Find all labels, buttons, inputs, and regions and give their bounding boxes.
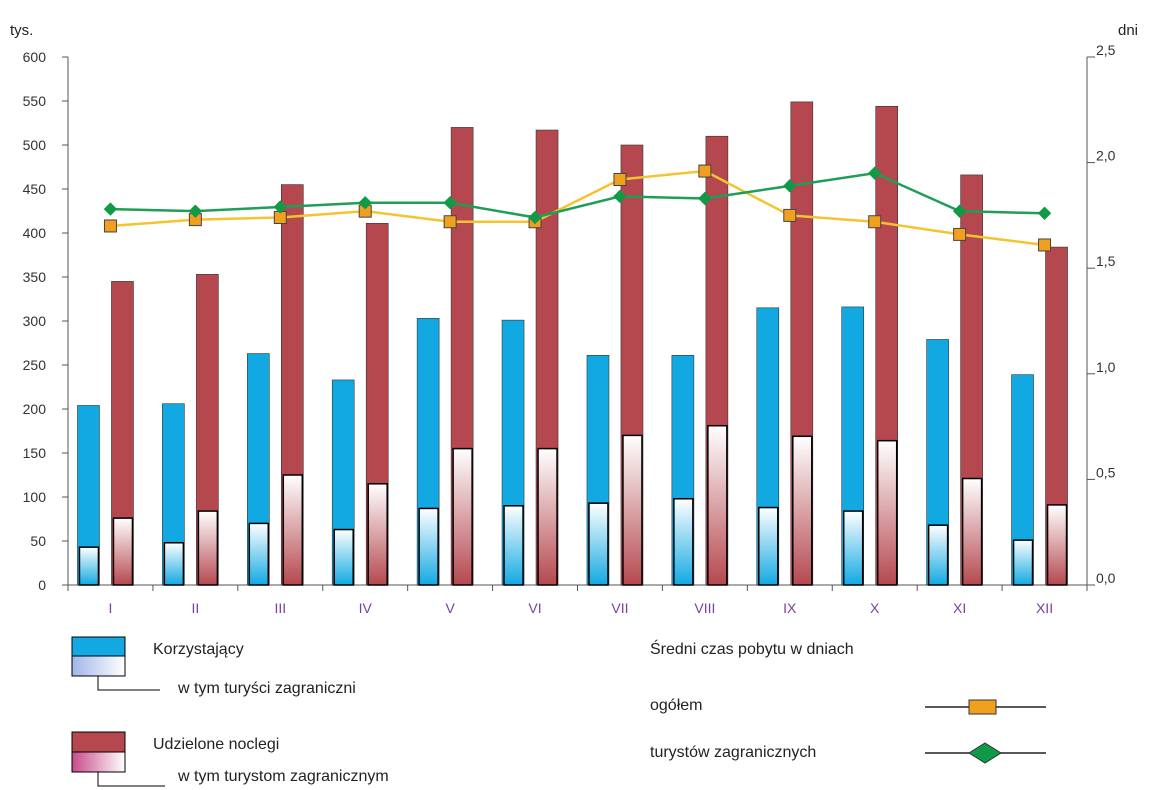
point-zagraniczni [952, 204, 967, 218]
right-axis-tick-label: 2,0 [1096, 148, 1116, 164]
bar-turystom-zagranicznym [961, 477, 983, 586]
x-axis-tick-label: II [191, 600, 199, 616]
bar-turystom-zagranicznym [197, 510, 219, 586]
point-zagraniczni [613, 189, 627, 204]
bar-turysci-zagraniczni [927, 524, 949, 586]
x-axis-tick-label: XI [953, 600, 966, 616]
line-ogolem [110, 169, 1045, 247]
point-ogolem [698, 164, 712, 178]
bar-turysci-zagraniczni [248, 522, 270, 586]
bar-turysci-zagraniczni [588, 502, 609, 586]
bar-turystom-zagranicznym [792, 435, 813, 586]
point-zagraniczni [1037, 206, 1052, 220]
bar-turystom-zagranicznym [452, 447, 473, 586]
line-zagraniczni [110, 171, 1045, 219]
bar-turysci-zagraniczni [78, 546, 100, 586]
point-zagraniczni [868, 166, 882, 180]
left-axis-tick-label: 350 [23, 269, 47, 285]
x-axis-tick-label: VIII [694, 600, 715, 616]
x-axis-tick-label: IV [359, 600, 373, 616]
point-ogolem [953, 227, 967, 241]
left-axis-tick-label: 600 [23, 49, 47, 65]
point-ogolem [103, 219, 117, 233]
axes: 0 50 100 150 200 250 300 350 400 450 500 550 600 0,0 0… [23, 42, 1116, 616]
x-axis-tick-label: IX [783, 600, 797, 616]
left-axis-tick-label: 150 [23, 445, 47, 461]
point-ogolem [443, 215, 457, 229]
legend-noclegi-swatch [71, 731, 165, 787]
x-axis-tick-label: III [274, 600, 286, 616]
bar-turysci-zagraniczni [163, 542, 185, 586]
bar-turysci-zagraniczni [758, 506, 779, 586]
legend-turysci-zagraniczni-label: w tym turyści zagraniczni [178, 680, 356, 697]
bar-turysci-zagraniczni [418, 507, 439, 586]
point-zagraniczni [528, 210, 542, 225]
x-axis-tick-label: VI [528, 600, 541, 616]
x-axis-tick-label: VII [611, 600, 628, 616]
lines [103, 164, 1052, 252]
right-axis-unit: dni [1118, 22, 1138, 39]
left-axis-tick-label: 250 [23, 357, 47, 373]
legend-zagraniczni-label: turystów zagranicznych [650, 744, 817, 761]
left-axis-unit: tys. [10, 22, 33, 39]
point-zagraniczni [103, 202, 118, 216]
legend-zagraniczni-marker [925, 742, 1046, 764]
legend-korzystajacy-swatch [71, 636, 160, 691]
left-axis-tick-label: 450 [23, 181, 47, 197]
point-zagraniczni [443, 196, 457, 210]
bar-turystom-zagranicznym [112, 517, 134, 586]
left-axis-tick-label: 0 [38, 577, 46, 593]
right-axis-tick-label: 1,0 [1096, 359, 1116, 375]
left-axis-tick-label: 300 [23, 313, 47, 329]
left-axis-tick-label: 50 [30, 533, 46, 549]
point-ogolem [868, 215, 882, 229]
point-zagraniczni [273, 200, 287, 214]
bar-turysci-zagraniczni [333, 528, 354, 586]
point-zagraniczni [783, 179, 797, 193]
left-axis-tick-label: 400 [23, 225, 47, 241]
legend-turystom-zagranicznym-label: w tym turystom zagranicznym [178, 768, 389, 785]
bar-turysci-zagraniczni [1012, 539, 1034, 586]
x-axis-tick-label: XII [1036, 600, 1053, 616]
x-axis-tick-label: V [445, 600, 455, 616]
left-axis-tick-label: 100 [23, 489, 47, 505]
bar-turystom-zagranicznym [876, 439, 898, 586]
bar-turystom-zagranicznym [282, 474, 304, 586]
point-ogolem [783, 208, 797, 222]
legend-ogolem-marker [925, 699, 1046, 715]
legend-line-heading: Średni czas pobytu w dniach [650, 641, 854, 658]
legend-noclegi-label: Udzielone noclegi [153, 736, 280, 753]
bar-turysci-zagraniczni [673, 498, 694, 586]
left-axis-tick-label: 550 [23, 93, 47, 109]
bar-turystom-zagranicznym [707, 424, 728, 586]
bar-turystom-zagranicznym [537, 447, 558, 586]
bar-turysci-zagraniczni [503, 505, 524, 586]
right-axis-tick-label: 0,0 [1096, 570, 1116, 586]
point-zagraniczni [698, 191, 712, 206]
left-axis-tick-label: 500 [23, 137, 47, 153]
point-zagraniczni [188, 204, 203, 218]
right-axis-tick-label: 1,5 [1096, 253, 1116, 269]
legend-korzystajacy-label: Korzystający [153, 641, 244, 658]
bar-turystom-zagranicznym [367, 483, 388, 586]
point-ogolem [1038, 238, 1052, 252]
x-axis-tick-label: X [870, 600, 880, 616]
bar-turysci-zagraniczni [842, 510, 864, 586]
legend-ogolem-label: ogółem [650, 697, 703, 714]
point-zagraniczni [358, 196, 372, 210]
bar-turystom-zagranicznym [622, 434, 643, 586]
right-axis-tick-label: 0,5 [1096, 464, 1116, 480]
right-axis-tick-label: 2,5 [1096, 42, 1116, 58]
bar-turystom-zagranicznym [1046, 504, 1068, 586]
point-ogolem [613, 172, 627, 186]
left-axis-tick-label: 200 [23, 401, 47, 417]
x-axis-tick-label: I [109, 600, 113, 616]
bars [77, 101, 1068, 586]
